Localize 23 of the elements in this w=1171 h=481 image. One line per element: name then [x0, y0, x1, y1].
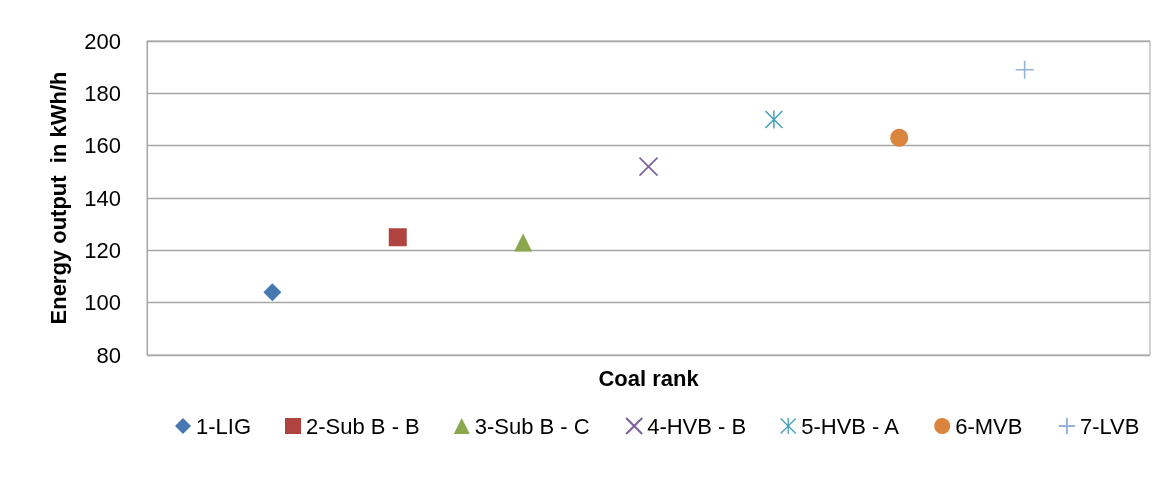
y-tick-label: 80	[96, 342, 121, 368]
y-tick-label: 120	[84, 237, 121, 263]
legend-label: 4-HVB - B	[647, 413, 747, 439]
legend-label: 5-HVB - A	[801, 413, 900, 439]
point	[514, 233, 533, 252]
point	[1014, 59, 1035, 80]
legend-label: 1-LIG	[196, 413, 252, 439]
legend-label: 6-MVB	[955, 413, 1023, 439]
y-axis-title: Energy output in kWh/h	[45, 71, 71, 325]
legend-label: 2-Sub B - B	[306, 413, 420, 439]
point	[263, 283, 282, 302]
legend-label: 3-Sub B - C	[474, 413, 590, 439]
y-tick-label: 200	[84, 28, 121, 54]
point	[388, 228, 407, 247]
y-tick-label: 100	[84, 290, 121, 316]
point	[890, 128, 909, 147]
y-tick-label: 180	[84, 80, 121, 106]
legend-label: 7-LVB	[1079, 413, 1140, 439]
y-tick-label: 160	[84, 133, 121, 159]
point	[764, 110, 783, 129]
point	[638, 156, 659, 177]
y-tick-label: 140	[84, 185, 121, 211]
x-axis-title: Coal rank	[598, 365, 700, 391]
